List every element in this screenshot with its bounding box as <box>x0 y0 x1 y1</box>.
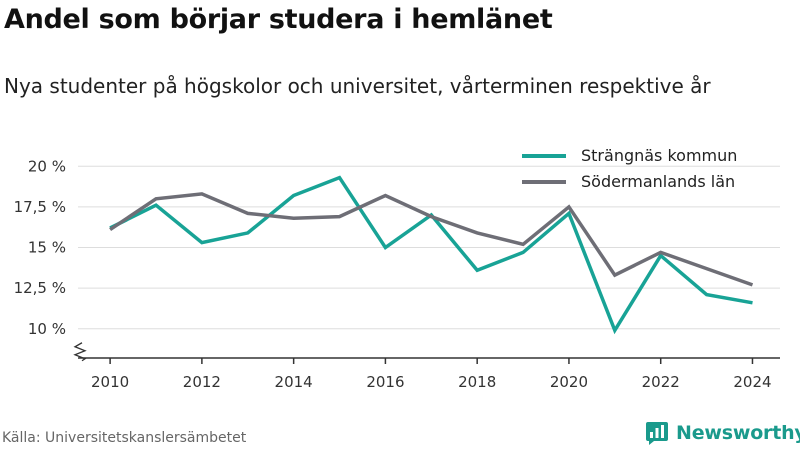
x-tick-label: 2016 <box>366 373 404 391</box>
x-tick-label: 2024 <box>733 373 771 391</box>
legend-label: Strängnäs kommun <box>581 146 737 165</box>
y-tick-label: 10 % <box>28 320 66 338</box>
x-tick-label: 2022 <box>642 373 680 391</box>
brand-logo: Newsworthy <box>644 420 800 446</box>
legend: Strängnäs kommun Södermanlands län <box>522 146 737 191</box>
x-tick-label: 2018 <box>458 373 496 391</box>
x-tick-label: 2020 <box>550 373 588 391</box>
series-lines <box>109 175 754 335</box>
source-note: Källa: Universitetskanslersämbetet <box>2 430 247 446</box>
axis-break-icon <box>73 342 87 362</box>
axes: 10 % 12,5 % 15 % 17,5 % 20 % 2010 2012 2014 2016… <box>14 157 780 391</box>
y-tick-label: 15 % <box>28 239 66 257</box>
chart-subtitle: Nya studenter på högskolor och universit… <box>4 74 711 98</box>
brand-name: Newsworthy <box>676 422 800 444</box>
x-tick-label: 2014 <box>275 373 313 391</box>
line-chart: 10 % 12,5 % 15 % 17,5 % 20 % 2010 2012 2014 2016… <box>14 146 780 391</box>
x-tick-label: 2010 <box>91 373 129 391</box>
series-line <box>109 192 754 287</box>
y-tick-label: 20 % <box>28 157 66 175</box>
grid-lines <box>78 165 780 330</box>
chart-title: Andel som börjar studera i hemlänet <box>4 4 553 35</box>
x-tick-label: 2012 <box>183 373 221 391</box>
y-tick-label: 12,5 % <box>14 279 66 297</box>
y-tick-label: 17,5 % <box>14 198 66 216</box>
newsworthy-logo-icon <box>646 422 668 445</box>
legend-label: Södermanlands län <box>581 172 735 191</box>
